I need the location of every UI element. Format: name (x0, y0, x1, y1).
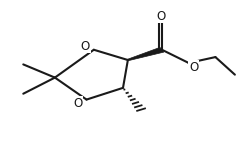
Polygon shape (127, 47, 164, 61)
Text: O: O (189, 61, 198, 74)
Text: O: O (156, 10, 165, 23)
Text: O: O (73, 97, 83, 110)
Text: O: O (81, 40, 90, 53)
